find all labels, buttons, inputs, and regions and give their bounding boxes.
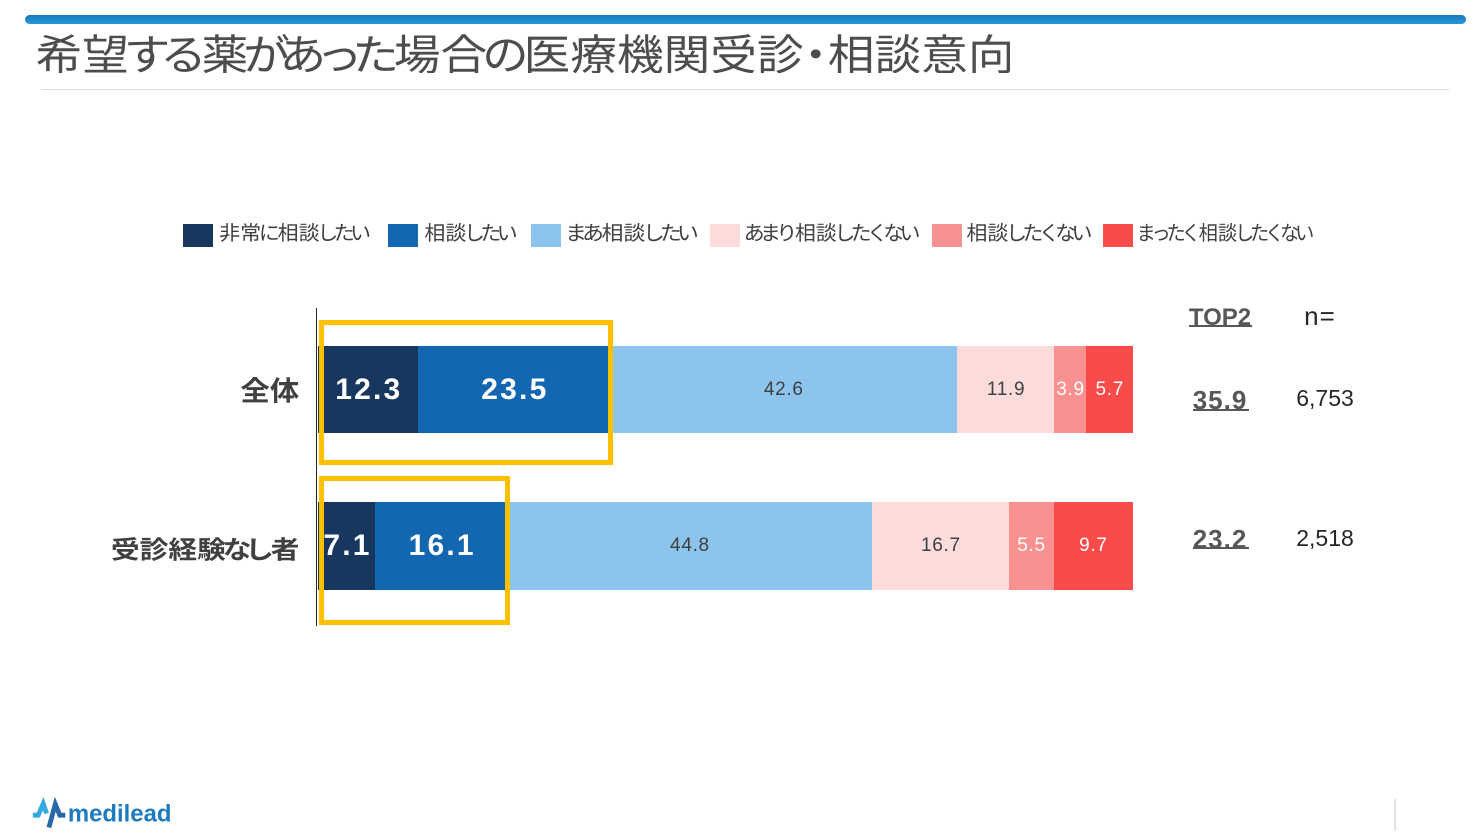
svg-text:medilead: medilead xyxy=(68,800,172,827)
